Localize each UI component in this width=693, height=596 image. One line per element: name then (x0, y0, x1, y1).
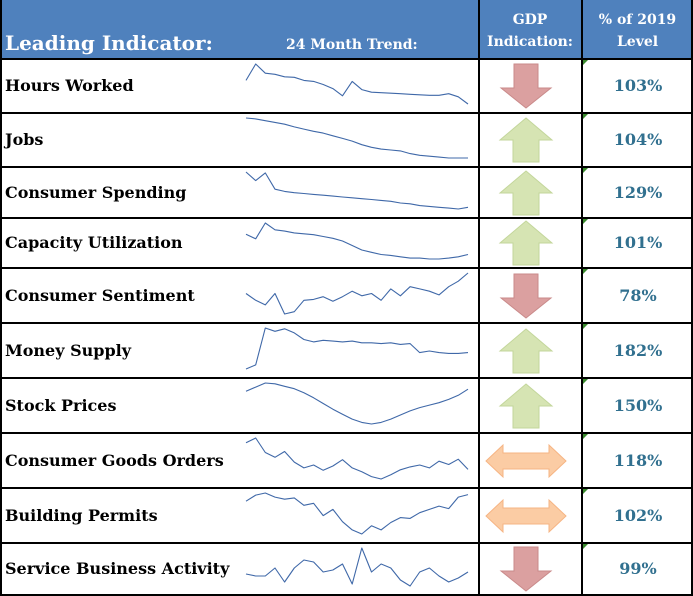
cell-flag-icon (583, 114, 588, 119)
percent-of-2019: 104% (613, 130, 663, 149)
row-divider (0, 322, 693, 324)
indicator-name: Service Business Activity (5, 559, 230, 578)
percent-of-2019: 103% (613, 76, 663, 95)
percent-of-2019: 182% (613, 340, 663, 360)
cell-flag-icon (583, 219, 588, 224)
trend-sparkline (245, 272, 469, 315)
arrow-up-icon (498, 220, 554, 266)
arrow-up-icon (498, 117, 554, 163)
trend-sparkline (245, 171, 469, 210)
row-divider (0, 542, 693, 544)
row-divider (0, 112, 693, 114)
header-title: Leading Indicator: (5, 31, 213, 55)
arrow-down-icon (499, 273, 553, 319)
arrow-up-icon (498, 169, 554, 215)
trend-sparkline (245, 63, 469, 105)
percent-of-2019: 102% (613, 505, 663, 525)
arrow-up-icon (498, 327, 554, 373)
trend-sparkline (245, 437, 469, 480)
indicator-name: Building Permits (5, 505, 158, 525)
indicator-name: Consumer Sentiment (5, 285, 195, 305)
row-divider (0, 267, 693, 269)
header-gdp-cell: GDP Indication: (478, 0, 582, 59)
cell-flag-icon (583, 269, 588, 274)
trend-line (245, 272, 469, 315)
trend-sparkline (245, 492, 469, 535)
trend-line (245, 222, 469, 260)
arrow-down-icon (499, 546, 553, 592)
row-divider (0, 432, 693, 434)
trend-line (245, 492, 469, 535)
cell-flag-icon (583, 434, 588, 439)
indicator-name: Capacity Utilization (5, 233, 183, 252)
row-divider (0, 217, 693, 219)
cell-flag-icon (583, 60, 588, 65)
arrow-both-icon (485, 443, 567, 478)
cell-flag-icon (583, 324, 588, 329)
arrow-both-icon (485, 498, 567, 533)
header-percent-line1: % of 2019 (598, 12, 677, 28)
trend-sparkline (245, 222, 469, 260)
header-indicator-cell: Leading Indicator: 24 Month Trend: (0, 0, 478, 59)
right-border (691, 0, 693, 595)
row-divider (0, 487, 693, 489)
percent-of-2019: 101% (613, 233, 663, 252)
header-percent-cell: % of 2019 Level (582, 0, 693, 59)
indicator-name: Money Supply (5, 340, 131, 360)
percent-of-2019: 129% (613, 182, 663, 202)
trend-line (245, 117, 468, 159)
trend-sparkline (245, 547, 469, 587)
indicator-name: Stock Prices (5, 395, 117, 415)
header-gdp-line1: GDP (512, 12, 548, 28)
trend-sparkline (245, 327, 469, 370)
indicator-name: Consumer Goods Orders (5, 450, 224, 470)
trend-line (245, 382, 469, 425)
left-border (0, 0, 2, 595)
trend-line (245, 547, 469, 587)
row-divider (0, 377, 693, 379)
gdp-percent-divider (581, 0, 583, 595)
arrow-up-icon (498, 382, 554, 428)
percent-of-2019: 150% (613, 395, 663, 415)
arrow-down-icon (499, 63, 553, 109)
header-trend: 24 Month Trend: (286, 37, 418, 53)
trend-line (245, 327, 469, 370)
percent-of-2019: 118% (613, 450, 663, 470)
trend-gdp-divider (478, 0, 480, 595)
header-gdp-line2: Indication: (487, 34, 573, 50)
row-divider (0, 166, 693, 168)
percent-of-2019: 99% (619, 559, 657, 578)
indicator-name: Hours Worked (5, 76, 134, 95)
cell-flag-icon (583, 489, 588, 494)
trend-line (245, 437, 469, 480)
cell-flag-icon (583, 379, 588, 384)
trend-line (245, 171, 469, 210)
cell-flag-icon (583, 168, 588, 173)
trend-sparkline (245, 117, 468, 159)
trend-line (245, 63, 469, 105)
trend-sparkline (245, 382, 469, 425)
indicator-name: Consumer Spending (5, 182, 187, 202)
cell-flag-icon (583, 544, 588, 549)
header-percent-line2: Level (616, 34, 659, 50)
percent-of-2019: 78% (619, 285, 657, 305)
indicator-name: Jobs (5, 130, 44, 149)
header-divider (0, 58, 693, 60)
